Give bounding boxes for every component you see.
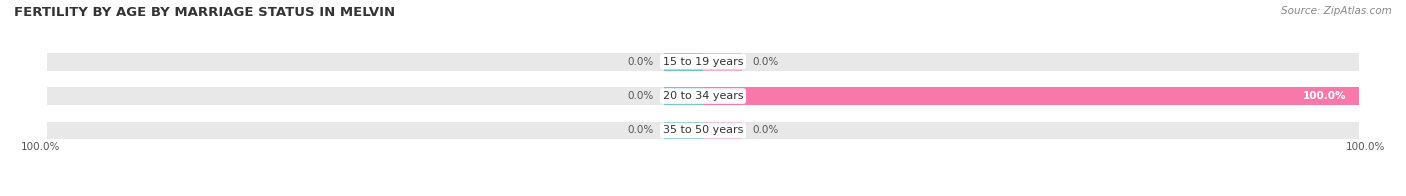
Bar <box>703 122 742 139</box>
Text: FERTILITY BY AGE BY MARRIAGE STATUS IN MELVIN: FERTILITY BY AGE BY MARRIAGE STATUS IN M… <box>14 6 395 19</box>
Bar <box>664 53 703 71</box>
Text: 0.0%: 0.0% <box>752 57 779 67</box>
Text: 100.0%: 100.0% <box>1369 91 1406 101</box>
Bar <box>664 87 703 105</box>
Text: 100.0%: 100.0% <box>1302 91 1346 101</box>
Text: 15 to 19 years: 15 to 19 years <box>662 57 744 67</box>
Text: Source: ZipAtlas.com: Source: ZipAtlas.com <box>1281 6 1392 16</box>
Text: 0.0%: 0.0% <box>752 125 779 135</box>
Bar <box>46 53 1360 71</box>
Text: 100.0%: 100.0% <box>21 142 60 152</box>
Text: 20 to 34 years: 20 to 34 years <box>662 91 744 101</box>
Bar <box>46 122 1360 139</box>
Bar <box>703 53 742 71</box>
Bar <box>664 122 703 139</box>
Text: 0.0%: 0.0% <box>627 91 654 101</box>
Text: 35 to 50 years: 35 to 50 years <box>662 125 744 135</box>
Bar <box>703 87 1360 105</box>
Text: 100.0%: 100.0% <box>1346 142 1385 152</box>
Text: 0.0%: 0.0% <box>627 57 654 67</box>
Bar <box>46 87 1360 105</box>
Text: 0.0%: 0.0% <box>627 125 654 135</box>
